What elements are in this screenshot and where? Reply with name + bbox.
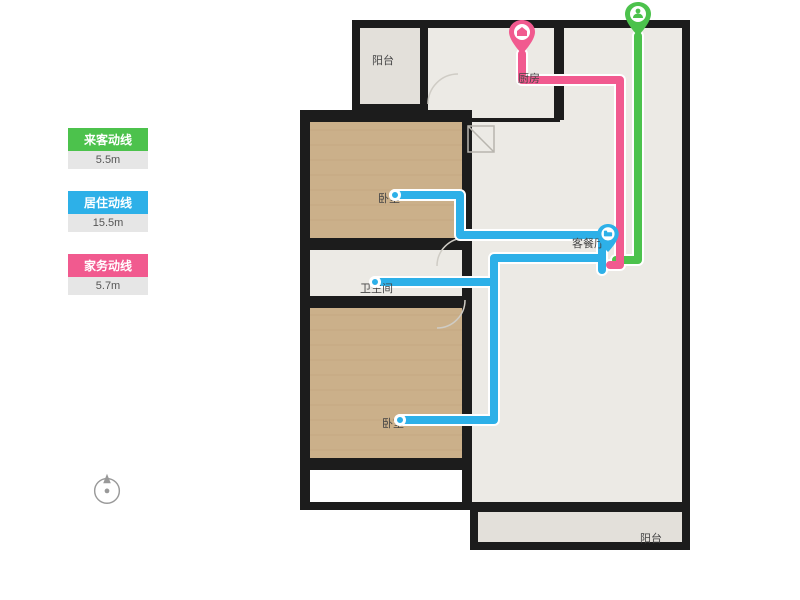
- legend-value: 5.7m: [68, 277, 148, 295]
- label-balcony-bot: 阳台: [640, 530, 662, 546]
- legend-label: 来客动线: [68, 128, 148, 151]
- path-endpoint: [389, 189, 401, 201]
- legend-item-house: 家务动线 5.7m: [68, 254, 148, 295]
- legend-value: 15.5m: [68, 214, 148, 232]
- legend-item-living: 居住动线 15.5m: [68, 191, 148, 232]
- pin-living-icon: [597, 224, 619, 252]
- label-kitchen: 厨房: [518, 70, 540, 86]
- legend-label: 居住动线: [68, 191, 148, 214]
- floorplan: 阳台 厨房 卧室 客餐厅 卫生间 卧室 阳台: [260, 10, 720, 590]
- pin-visitor-icon: [625, 2, 651, 36]
- compass-icon: [88, 470, 126, 508]
- legend-item-visitor: 来客动线 5.5m: [68, 128, 148, 169]
- path-endpoint: [394, 414, 406, 426]
- label-balcony-top: 阳台: [372, 52, 394, 68]
- legend-label: 家务动线: [68, 254, 148, 277]
- path-endpoint: [369, 276, 381, 288]
- legend-value: 5.5m: [68, 151, 148, 169]
- legend: 来客动线 5.5m 居住动线 15.5m 家务动线 5.7m: [68, 128, 148, 317]
- pin-house-icon: [509, 20, 535, 54]
